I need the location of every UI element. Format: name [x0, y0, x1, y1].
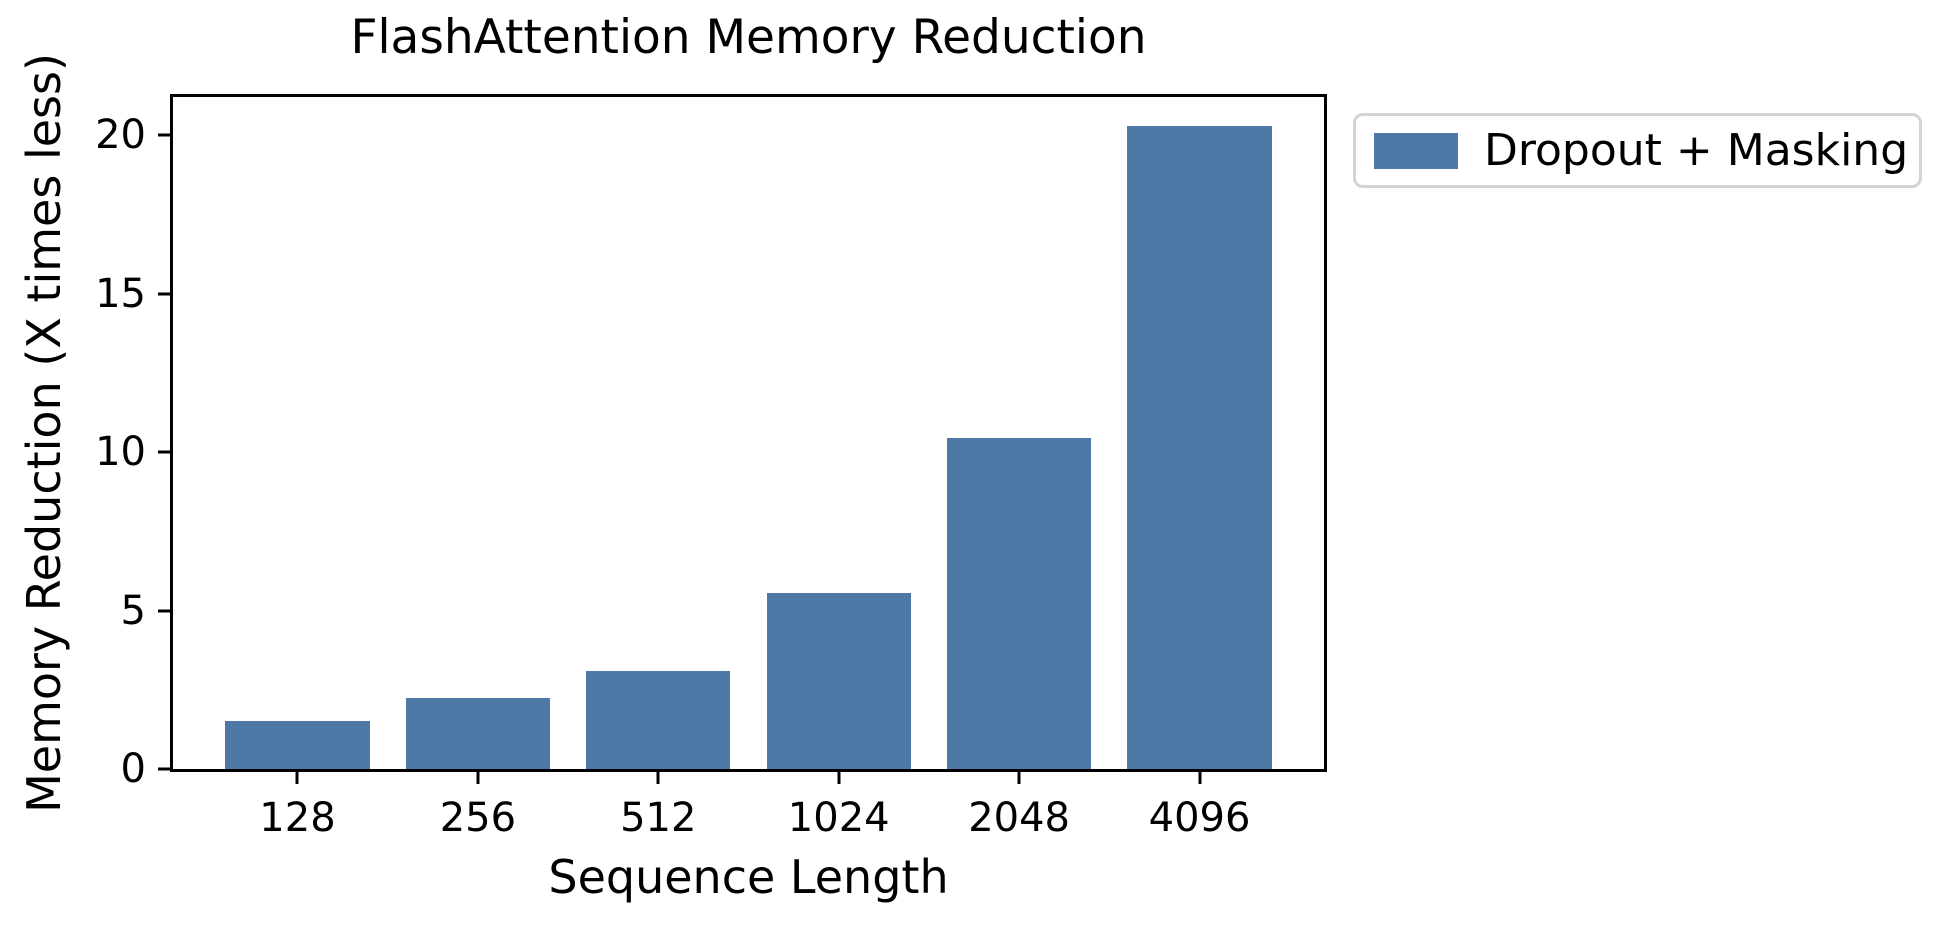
x-tick-mark-4096: [1198, 769, 1202, 784]
x-tick-label-4096: 4096: [1148, 795, 1251, 841]
y-tick-mark-20: [158, 133, 173, 137]
x-tick-label-1024: 1024: [787, 795, 890, 841]
y-tick-mark-5: [158, 609, 173, 612]
bar-1024: [766, 593, 911, 769]
x-tick-mark-512: [656, 769, 660, 784]
x-tick-label-256: 256: [439, 795, 517, 841]
y-tick-mark-10: [158, 450, 173, 454]
x-tick-label-128: 128: [259, 795, 336, 841]
bar-256: [405, 697, 551, 769]
x-tick-label-2048: 2048: [968, 795, 1071, 841]
y-tick-mark-15: [158, 292, 173, 296]
y-tick-label-20: 20: [95, 112, 146, 159]
x-tick-mark-256: [476, 769, 480, 784]
y-tick-label-15: 15: [95, 270, 146, 317]
y-axis-label: Memory Reduction (X times less): [17, 53, 71, 813]
x-tick-label-512: 512: [620, 795, 697, 841]
bar-4096: [1127, 125, 1272, 769]
plot-inner: 128 256 512 1024 2048 4096 0 5 10 15 20: [95, 97, 1324, 841]
y-tick-label-5: 5: [120, 587, 146, 634]
bar-128: [225, 721, 370, 769]
x-tick-mark-1024: [837, 769, 841, 784]
bar-512: [586, 670, 731, 769]
y-tick-label-0: 0: [120, 746, 146, 792]
legend-label: Dropout + Masking: [1484, 125, 1909, 176]
y-tick-label-10: 10: [95, 429, 146, 476]
legend-swatch: [1374, 132, 1458, 169]
x-tick-mark-128: [295, 769, 299, 784]
chart-title: FlashAttention Memory Reduction: [350, 10, 1147, 65]
bar-2048: [946, 437, 1092, 769]
legend: Dropout + Masking: [1353, 113, 1922, 188]
x-tick-mark-2048: [1017, 769, 1021, 784]
y-tick-mark-0: [158, 767, 173, 771]
x-axis-label: Sequence Length: [548, 850, 949, 904]
plot-area: 128 256 512 1024 2048 4096 0 5 10 15 20: [95, 94, 1327, 841]
